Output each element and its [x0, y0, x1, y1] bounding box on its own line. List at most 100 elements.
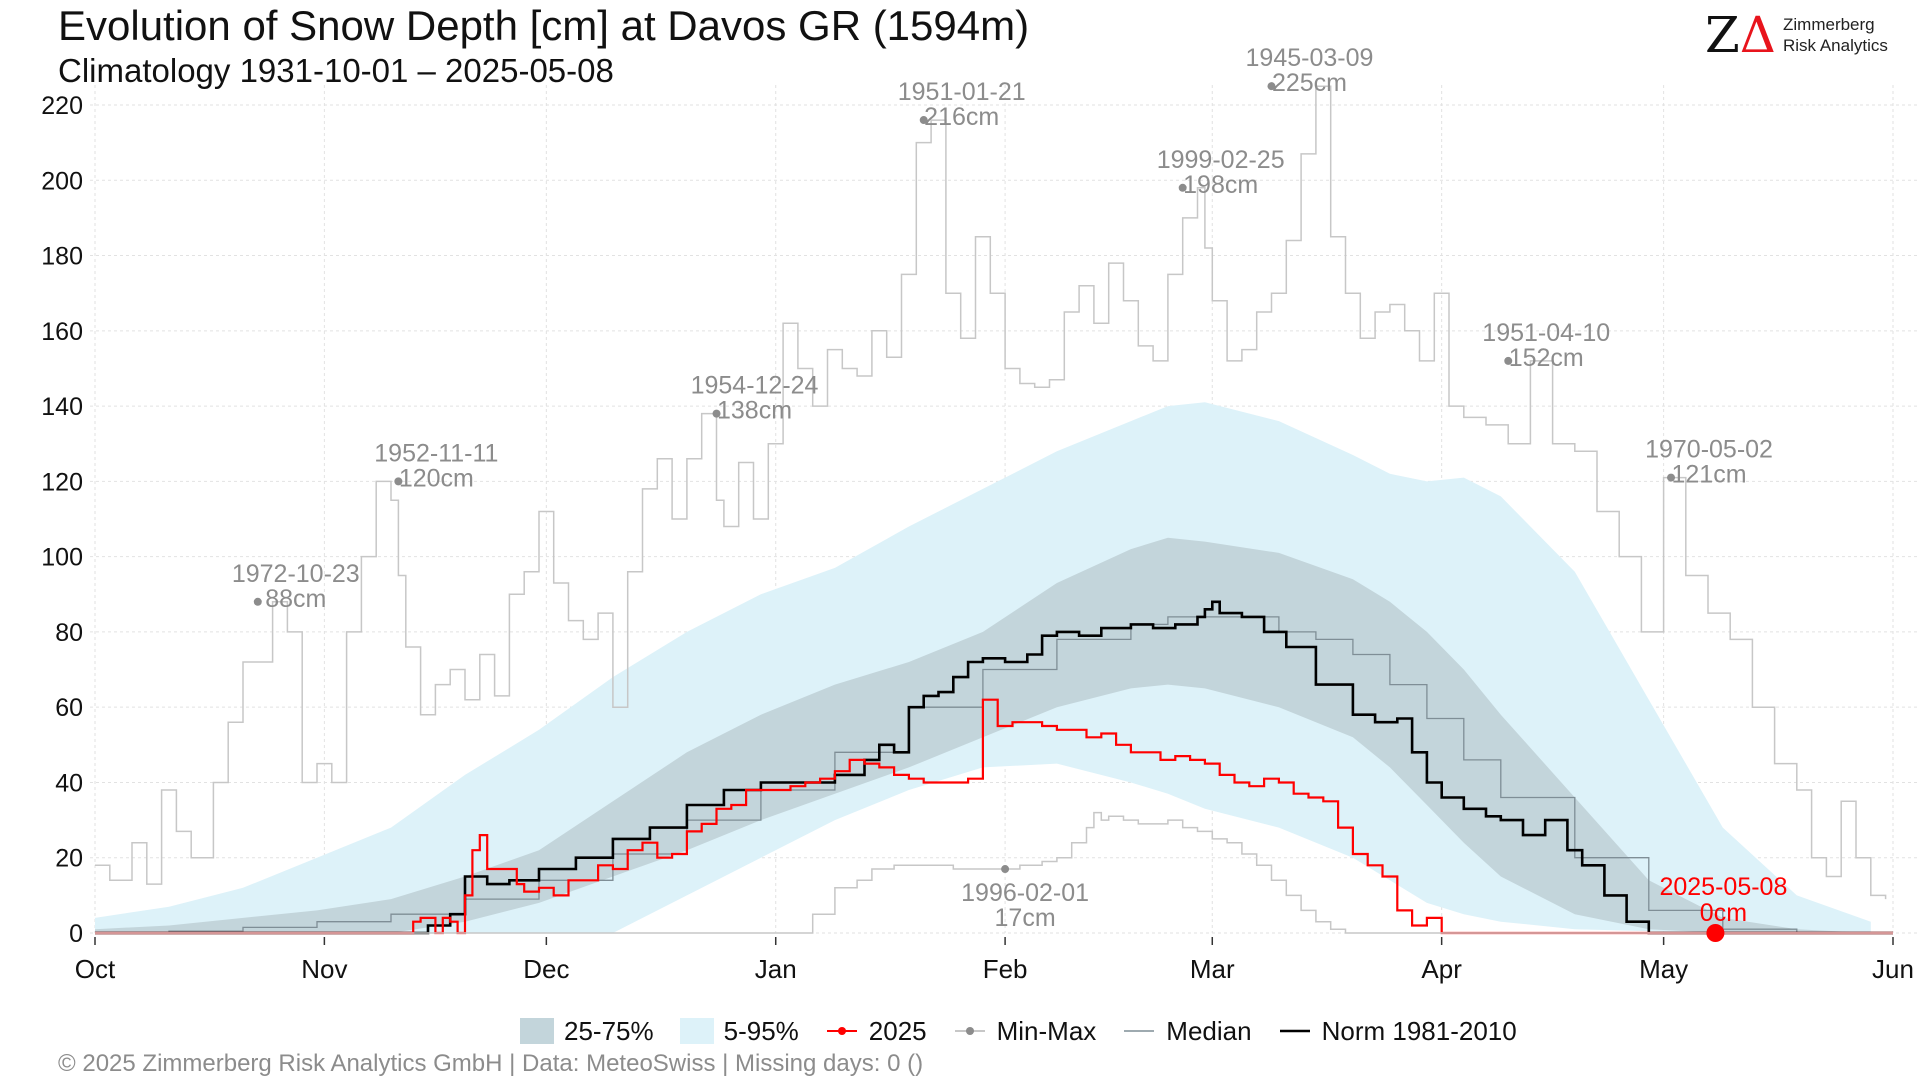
company-logo: ZΔ Zimmerberg Risk Analytics: [1705, 6, 1905, 66]
snow-depth-chart: Oct Nov Dec Jan Feb Mar Apr May Jun 0 20 40 60 80 100…: [41, 44, 1920, 984]
min-line: [95, 811, 1893, 934]
y-axis: 0 20 40 60 80 100 120 140 160 180 200 220: [41, 92, 83, 948]
series-lines: [95, 85, 1893, 935]
y-tick-label: 120: [41, 468, 83, 496]
extreme-point: [394, 477, 403, 486]
legend-label: Norm 1981-2010: [1321, 1015, 1517, 1046]
legend-item-q05-95: 5-95%: [679, 1015, 799, 1047]
extreme-point: [1667, 473, 1676, 482]
footer-credits: © 2025 Zimmerberg Risk Analytics GmbH | …: [58, 1050, 924, 1077]
y-tick-label: 100: [41, 544, 83, 572]
y-tick-label: 220: [41, 92, 83, 120]
logo-mark: ZΔ: [1705, 6, 1776, 64]
annotation-value: 17cm: [995, 904, 1056, 932]
legend-swatch-min-max: [954, 1027, 985, 1035]
legend-item-q25-75: 25-75%: [520, 1016, 654, 1047]
annotation-value: 225cm: [1272, 69, 1347, 97]
legend-swatch-median: [1124, 1030, 1155, 1032]
annotation-date: 1996-02-01: [961, 879, 1089, 907]
annotation-value: 216cm: [924, 103, 999, 131]
extreme-point: [919, 116, 928, 125]
legend-label: Min-Max: [996, 1015, 1097, 1046]
annotation-value: 121cm: [1672, 461, 1747, 489]
annotation-value: 0cm: [1700, 899, 1747, 927]
annotation-date: 1951-01-21: [898, 78, 1026, 106]
annotation-date: 1952-11-11: [374, 439, 498, 467]
y-tick-label: 200: [41, 167, 83, 195]
legend-label: Median: [1166, 1015, 1252, 1046]
annotation-date: 1970-05-02: [1645, 436, 1773, 464]
x-tick-label: Jan: [755, 954, 797, 984]
legend-item-2025: 2025: [825, 1016, 927, 1047]
x-tick-label: Mar: [1190, 954, 1235, 984]
extreme-point: [1504, 356, 1513, 365]
legend-item-norm: Norm 1981-2010: [1278, 1016, 1517, 1047]
annotation-date: 1972-10-23: [232, 560, 360, 588]
legend-label: 5-95%: [723, 1015, 799, 1046]
logo-delta: Δ: [1739, 6, 1776, 64]
x-tick-label: Jun: [1872, 954, 1914, 984]
y-tick-label: 180: [41, 243, 83, 271]
y-tick-label: 40: [55, 769, 83, 797]
line-2025: [95, 698, 1893, 935]
y-tick-label: 0: [69, 920, 83, 948]
x-tick-label: Oct: [75, 954, 116, 984]
x-tick-label: Dec: [523, 954, 569, 984]
annotation-date: 2025-05-08: [1659, 873, 1787, 901]
legend-swatch-q25-75: [520, 1018, 554, 1044]
annotation-value: 152cm: [1509, 344, 1584, 372]
x-axis: Oct Nov Dec Jan Feb Mar Apr May Jun: [75, 937, 1914, 984]
current-point: [1706, 924, 1725, 942]
y-tick-label: 20: [55, 845, 83, 873]
logo-line-2: Risk Analytics: [1783, 36, 1888, 55]
extreme-point: [1267, 82, 1276, 91]
annotation-date: 1954-12-24: [691, 372, 819, 400]
logo-line-1: Zimmerberg: [1783, 15, 1875, 34]
legend: 25-75% 5-95% 2025 Min-Max Median Norm 19…: [520, 1013, 1543, 1049]
x-tick-label: Apr: [1421, 954, 1462, 984]
y-tick-label: 160: [41, 318, 83, 346]
annotation-value: 120cm: [399, 464, 474, 492]
y-tick-label: 140: [41, 393, 83, 421]
extreme-point: [1178, 183, 1187, 192]
extreme-point: [1001, 865, 1010, 874]
annotation-value: 88cm: [265, 585, 326, 613]
max-line: [95, 85, 1887, 900]
annotation-date: 1999-02-25: [1157, 146, 1285, 174]
logo-text: Zimmerberg Risk Analytics: [1783, 14, 1888, 56]
bands: [95, 402, 1871, 933]
x-tick-label: Nov: [301, 954, 347, 984]
legend-label: 25-75%: [564, 1015, 654, 1046]
norm-line: [95, 600, 1893, 935]
annotation-value: 138cm: [717, 397, 792, 425]
chart-subtitle: Climatology 1931-10-01 – 2025-05-08: [58, 52, 614, 89]
annotation-value: 198cm: [1183, 171, 1258, 199]
annotation-date: 1951-04-10: [1482, 319, 1610, 347]
extreme-point: [712, 409, 721, 418]
x-tick-label: Feb: [983, 954, 1028, 984]
y-tick-label: 80: [55, 619, 83, 647]
legend-item-median: Median: [1122, 1015, 1252, 1047]
legend-item-min-max: Min-Max: [953, 1015, 1097, 1047]
annotations: 1972-10-2388cm1952-11-11120cm1954-12-241…: [232, 44, 1787, 942]
y-tick-label: 60: [55, 694, 83, 722]
extreme-point: [253, 597, 262, 606]
logo-z: Z: [1705, 6, 1740, 64]
legend-swatch-2025: [826, 1027, 857, 1035]
chart-title: Evolution of Snow Depth [cm] at Davos GR…: [58, 2, 1030, 49]
annotation-date: 1945-03-09: [1246, 44, 1374, 72]
legend-swatch-norm: [1279, 1029, 1310, 1033]
legend-swatch-q05-95: [679, 1018, 714, 1044]
x-tick-label: May: [1639, 954, 1688, 984]
legend-label: 2025: [868, 1015, 927, 1046]
